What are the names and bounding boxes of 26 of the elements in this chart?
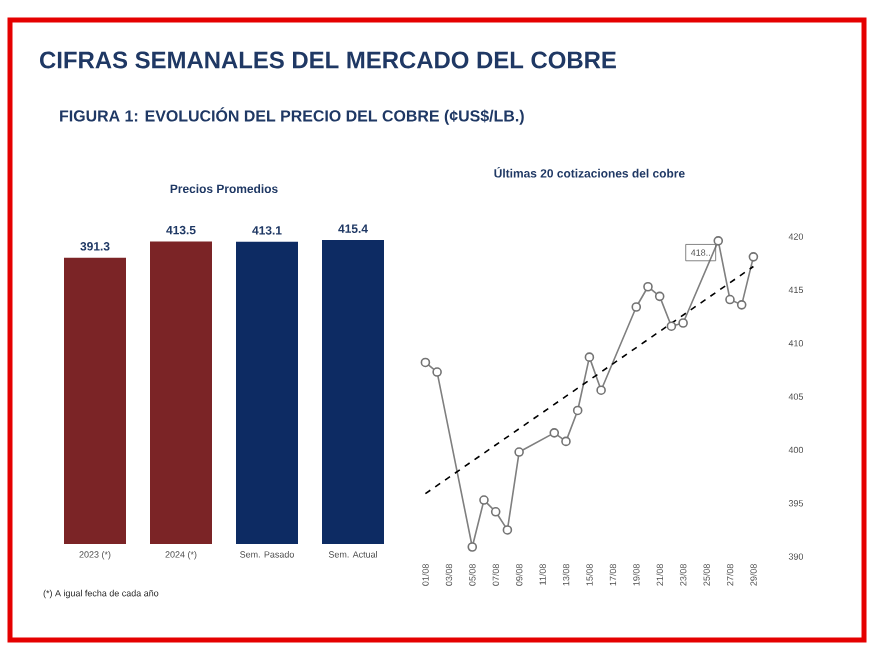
bar [150, 241, 212, 544]
point [725, 294, 735, 305]
point [420, 357, 431, 368]
bar [236, 241, 298, 544]
point [502, 525, 513, 535]
point [654, 291, 665, 302]
point [666, 321, 677, 331]
point [631, 302, 642, 312]
point [596, 385, 606, 395]
point [549, 428, 560, 438]
point [561, 436, 571, 447]
point [736, 300, 747, 310]
point [713, 236, 724, 246]
text: CIFRAS SEMANALES DEL MERCADO DEL COBRE [40, 51, 616, 69]
point [584, 352, 595, 362]
point [748, 252, 759, 262]
point [490, 507, 501, 517]
point [514, 447, 524, 457]
bar [322, 240, 384, 544]
point [479, 495, 489, 505]
bar [64, 257, 126, 544]
point [572, 405, 583, 416]
point [643, 281, 653, 292]
point [467, 542, 478, 552]
point [678, 318, 688, 328]
point [432, 367, 442, 377]
